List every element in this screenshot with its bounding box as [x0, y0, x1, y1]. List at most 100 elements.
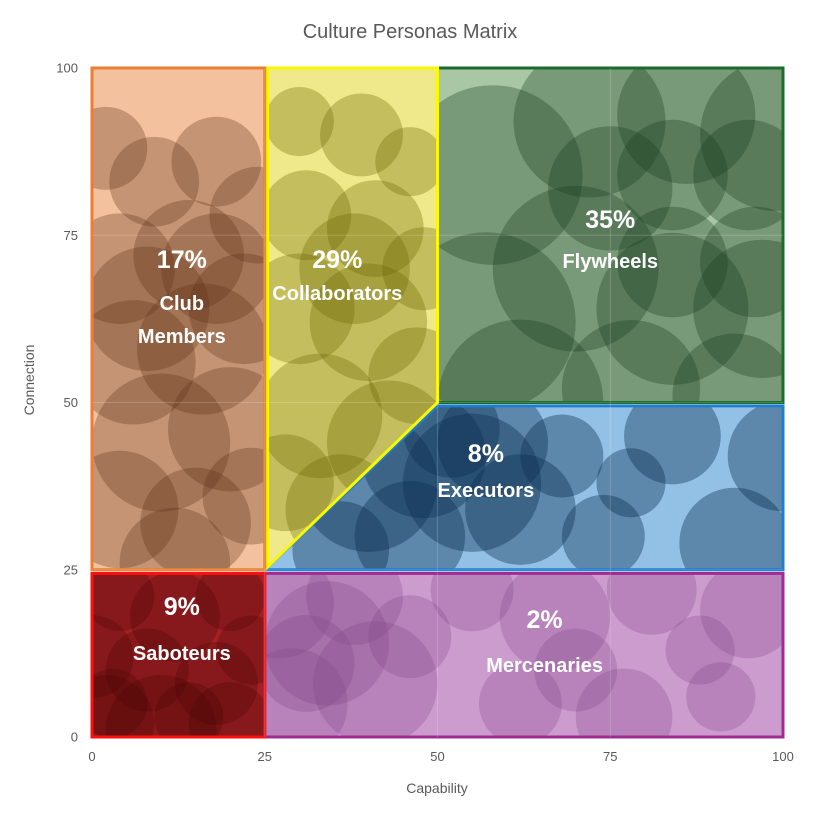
bubble [209, 166, 265, 264]
region-club-members-bubbles [92, 106, 265, 570]
bubble [437, 319, 604, 403]
y-tick-0: 0 [71, 730, 78, 745]
bubble [561, 494, 645, 570]
x-tick-100: 100 [772, 749, 794, 764]
bubble [492, 185, 659, 352]
region-saboteurs-bubbles [92, 573, 265, 737]
bubble [326, 180, 424, 277]
bubble [92, 246, 210, 372]
x-tick-25: 25 [258, 749, 272, 764]
bubble [548, 126, 673, 251]
bubble [693, 239, 783, 378]
region-club-members-name: Club [160, 293, 204, 315]
bubble [133, 200, 245, 311]
bubble [188, 253, 265, 365]
region-saboteurs-percent: 9% [164, 593, 200, 621]
bubble [267, 253, 355, 365]
bubble [430, 573, 514, 632]
bubble [382, 227, 438, 311]
bubble [267, 434, 334, 532]
region-club-members-area [92, 68, 265, 570]
bubble [306, 573, 403, 645]
bubble [686, 662, 756, 732]
bubble [92, 106, 148, 190]
bubble [437, 85, 583, 265]
bubble [534, 628, 618, 712]
bubble [109, 136, 200, 227]
chart-title: Culture Personas Matrix [303, 21, 518, 43]
bubble [624, 405, 721, 485]
bubble [267, 170, 352, 261]
bubble [693, 119, 783, 231]
y-tick-75: 75 [64, 228, 78, 243]
region-flywheels-percent: 35% [585, 206, 635, 234]
bubble [513, 68, 666, 198]
bubble [92, 669, 148, 737]
y-axis-title: Connection [21, 345, 37, 416]
bubble [520, 414, 604, 498]
bubble [368, 595, 452, 679]
bubble [140, 467, 251, 570]
bubble [119, 507, 231, 570]
region-club-members-percent: 17% [157, 246, 207, 274]
x-tick-50: 50 [430, 749, 444, 764]
region-club-members [90, 66, 267, 572]
region-saboteurs-name: Saboteurs [133, 643, 231, 665]
bubble [92, 615, 134, 699]
bubble [354, 481, 466, 570]
bubble [202, 447, 265, 545]
region-executors [260, 404, 785, 572]
bubble [174, 642, 258, 725]
bubble [105, 675, 217, 737]
bubble [320, 93, 403, 177]
region-labels: 35% Flywheels 8% Executors 29% Collaborators 1… [133, 206, 658, 677]
bubble [168, 367, 265, 492]
bubble [617, 119, 728, 231]
bubble [402, 413, 542, 552]
bubble [309, 263, 428, 381]
bubble [617, 68, 756, 184]
bubble [375, 127, 438, 197]
region-flywheels [436, 66, 785, 404]
region-mercenaries-bubbles [264, 573, 783, 737]
bubble [402, 405, 500, 478]
bubble [672, 333, 783, 403]
bubble [617, 206, 728, 318]
bubble [216, 615, 265, 685]
bubble [92, 213, 175, 324]
region-collaborators-bubbles [267, 86, 438, 565]
region-collaborators-percent: 29% [312, 246, 362, 274]
region-collaborators-border [266, 66, 439, 571]
bubble [292, 501, 390, 570]
bubble [478, 662, 562, 737]
bubble [596, 448, 666, 518]
region-club-members-border [90, 66, 267, 572]
bubble [267, 86, 334, 157]
region-saboteurs [90, 571, 267, 739]
bubble [499, 573, 611, 672]
region-executors-border [260, 404, 785, 572]
bubble [264, 581, 390, 706]
region-saboteurs-border [90, 571, 267, 739]
bubble [267, 353, 383, 479]
bubble [561, 320, 701, 403]
bubble [465, 454, 576, 565]
bubble [105, 628, 189, 712]
bubble [575, 668, 673, 737]
axis-ticks: 0 25 50 75 100 0 25 50 75 100 [56, 61, 794, 765]
region-mercenaries-area [264, 573, 783, 737]
region-executors-bubbles [292, 405, 783, 570]
bubble [92, 450, 179, 569]
bubble [596, 232, 749, 385]
bubble [700, 68, 783, 211]
bubble [130, 573, 220, 662]
bubble [264, 573, 334, 659]
bubble [700, 573, 783, 659]
bubble [264, 615, 355, 712]
bubble [437, 232, 576, 403]
plot-area [90, 66, 785, 739]
y-tick-25: 25 [64, 562, 78, 577]
bubble [154, 682, 224, 737]
